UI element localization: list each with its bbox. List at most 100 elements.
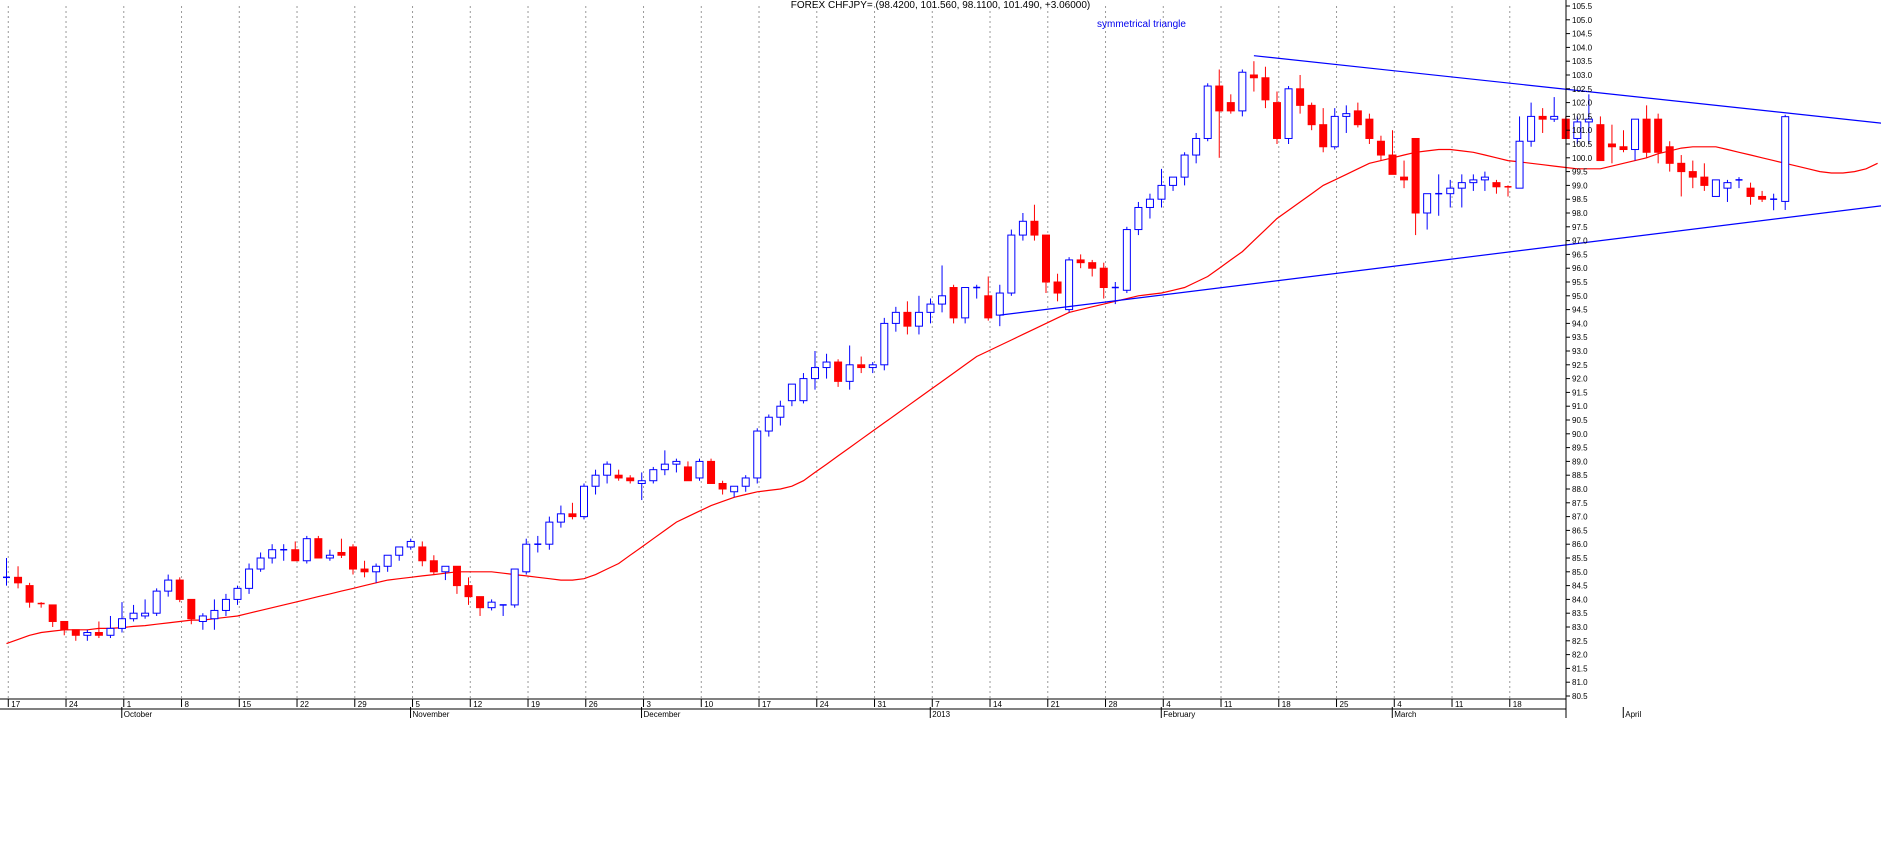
y-tick-label: 85.5: [1572, 554, 1588, 563]
candle-body: [360, 568, 369, 573]
candle-body: [1596, 124, 1605, 162]
candle: [406, 538, 415, 550]
x-tick-label: 8: [185, 700, 190, 709]
candle: [1249, 61, 1258, 92]
candle: [3, 558, 10, 586]
candle: [834, 359, 843, 387]
candle-body: [291, 549, 300, 562]
candle-body: [591, 474, 600, 487]
candle-body: [1134, 206, 1143, 231]
candle-body: [1284, 88, 1293, 139]
candle-body: [1273, 102, 1281, 139]
candle-body: [1746, 187, 1755, 197]
candle-body: [1007, 234, 1016, 294]
moving-average-line: [6, 146, 1878, 645]
candle: [1457, 174, 1466, 208]
candle-body: [487, 601, 496, 609]
y-tick-label: 88.0: [1572, 485, 1588, 494]
candle: [1203, 83, 1212, 142]
candle-body: [256, 557, 265, 570]
y-tick-label: 94.5: [1572, 306, 1588, 315]
x-tick-label: 18: [1282, 700, 1291, 709]
x-tick-label: 3: [647, 700, 652, 709]
candle: [1157, 168, 1166, 208]
candle-body: [580, 485, 588, 518]
candle-body: [1665, 146, 1674, 164]
month-label: February: [1163, 710, 1195, 719]
candle-body: [1677, 162, 1686, 173]
y-axis: 80.5 81.0 81.5 82.0 82.5 83.0 83.5 84.0 84.5 85.0…: [1565, 0, 1593, 718]
x-tick-label: 24: [69, 700, 78, 709]
candle-body: [1388, 154, 1397, 175]
month-label: 2013: [932, 710, 950, 719]
x-axis: 17 24 1 8 15 22 29 5 12 19 26 3 10 17 24 31 7 14 21 28 4 11 18…: [0, 698, 1642, 719]
candle: [1065, 257, 1074, 313]
candle: [868, 362, 877, 374]
candle-body: [1423, 193, 1432, 214]
candle-body: [1088, 262, 1097, 269]
x-tick-label: 12: [473, 700, 482, 709]
candle: [1423, 193, 1432, 230]
x-tick-label: 21: [1051, 700, 1060, 709]
candle-body: [1723, 182, 1732, 189]
candle: [83, 629, 92, 641]
lower-trendline: [999, 205, 1881, 316]
candle: [1042, 234, 1050, 294]
candle-body: [1573, 121, 1582, 139]
candle-body: [221, 598, 230, 611]
candle-body: [1654, 118, 1663, 153]
candle: [291, 541, 300, 562]
y-tick-label: 97.0: [1572, 237, 1588, 246]
candle: [764, 414, 773, 437]
candle: [1770, 193, 1778, 211]
candle-body: [372, 565, 381, 573]
candle: [522, 538, 531, 575]
candle: [25, 582, 34, 608]
candle-body: [695, 460, 704, 479]
candle: [210, 599, 219, 630]
month-label: November: [413, 710, 450, 719]
candle-body: [406, 540, 415, 548]
candle-body: [741, 477, 750, 487]
candle-body: [233, 587, 242, 600]
candle-body: [14, 576, 23, 584]
candle: [1411, 137, 1420, 236]
x-tick-label: 25: [1340, 700, 1349, 709]
candle: [672, 458, 681, 473]
candle: [1053, 273, 1062, 302]
candle-body: [1700, 176, 1709, 186]
candle-body: [822, 361, 831, 369]
candle: [1388, 130, 1397, 175]
candle-body: [626, 477, 635, 482]
month-label: October: [124, 710, 153, 719]
candle: [1400, 160, 1409, 189]
candle-body: [649, 469, 658, 482]
candle: [1654, 113, 1663, 164]
candle-body: [510, 568, 519, 606]
candle: [637, 472, 646, 501]
candle: [1642, 105, 1651, 158]
candle: [187, 598, 196, 625]
y-tick-label: 95.0: [1572, 292, 1588, 301]
candle: [1584, 94, 1593, 144]
candle-body: [383, 554, 392, 567]
month-label: December: [644, 710, 681, 719]
candle-body: [1758, 195, 1767, 200]
candle-body: [1538, 115, 1547, 120]
y-tick-label: 88.5: [1572, 471, 1588, 480]
candle-body: [1261, 77, 1270, 101]
candle-body: [1619, 146, 1628, 151]
x-tick-label: 18: [1513, 700, 1522, 709]
candle-body: [522, 543, 531, 573]
y-tick-label: 81.0: [1572, 678, 1588, 687]
candle: [1180, 152, 1189, 186]
x-tick-label: 19: [531, 700, 540, 709]
candle-body: [1376, 140, 1385, 156]
y-tick-label: 83.0: [1572, 623, 1588, 632]
x-tick-label: 29: [358, 700, 367, 709]
candles-layer: [3, 61, 1790, 641]
candle-body: [395, 546, 404, 556]
pattern-annotation: symmetrical triangle: [1097, 19, 1186, 30]
candle-body: [1607, 143, 1616, 148]
